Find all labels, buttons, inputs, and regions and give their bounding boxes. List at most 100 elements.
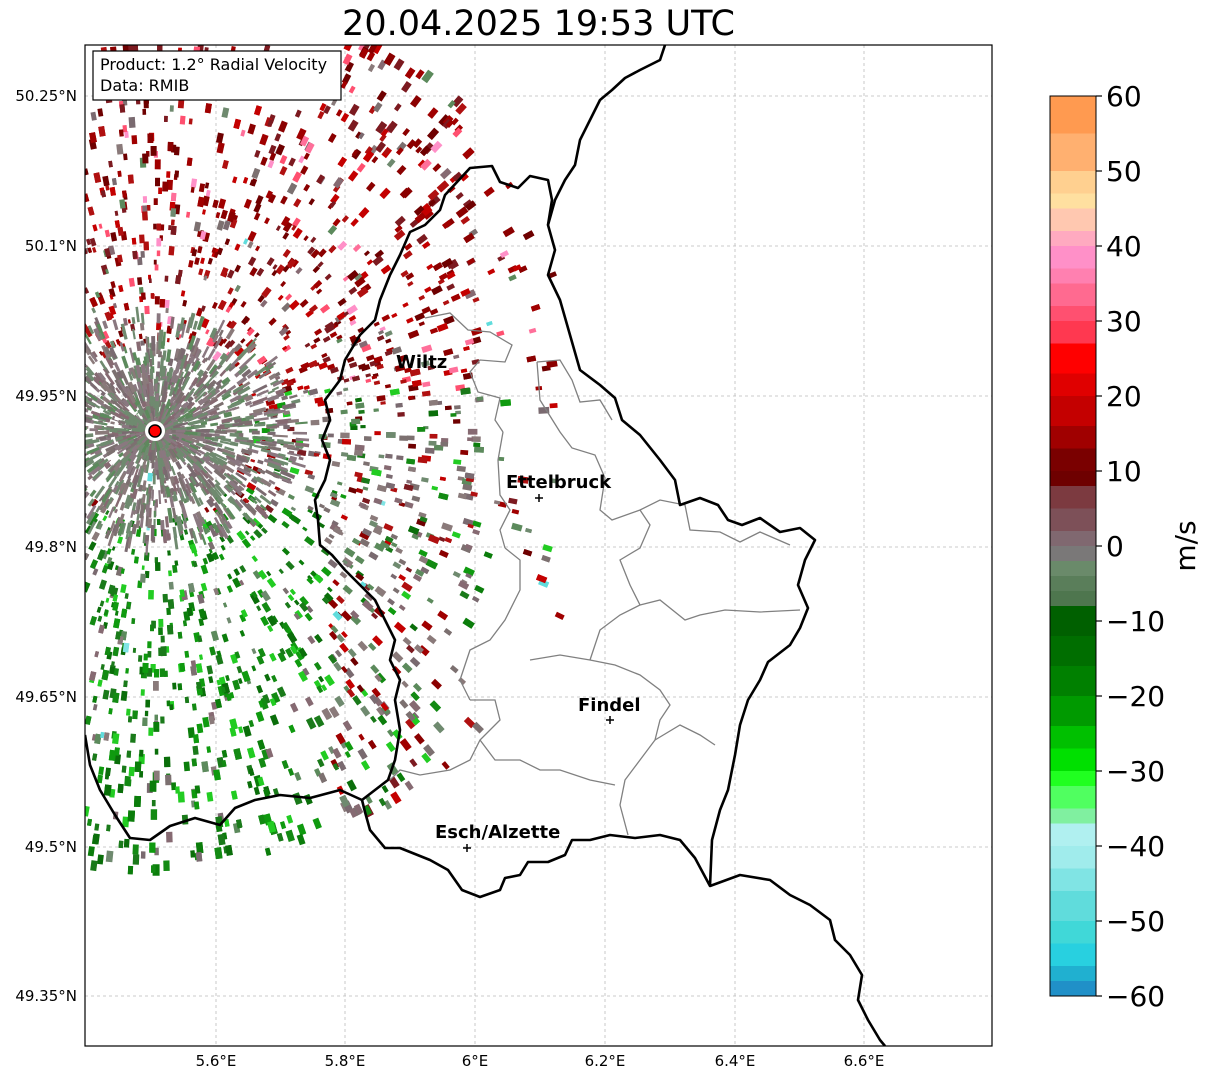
radar-echo-cell <box>137 277 143 286</box>
radar-echo-streak <box>123 346 128 354</box>
radar-echo-streak <box>125 522 132 534</box>
radar-echo-cell <box>218 198 227 210</box>
radar-echo-cell <box>383 465 392 471</box>
radar-echo-cell <box>261 527 268 534</box>
radar-echo-cell <box>500 399 512 407</box>
radar-echo-cell <box>108 458 117 466</box>
radar-echo-cell <box>358 207 370 219</box>
radar-echo-cell <box>400 270 409 278</box>
radar-echo-cell <box>144 552 150 561</box>
radar-echo-cell <box>274 375 281 381</box>
radar-echo-cell <box>441 257 454 269</box>
radar-echo-cell <box>342 720 353 732</box>
radar-echo-streak <box>272 379 285 388</box>
radar-echo-streak <box>145 460 150 474</box>
radar-echo-cell <box>156 322 162 331</box>
radar-echo-cell <box>385 338 392 344</box>
radar-echo-streak <box>139 322 145 331</box>
radar-echo-cell <box>108 312 114 319</box>
radar-echo-cell <box>131 548 136 555</box>
radar-echo-streak <box>191 344 198 356</box>
radar-echo-cell <box>259 133 269 146</box>
radar-echo-cell <box>247 230 257 242</box>
radar-echo-cell <box>394 364 406 373</box>
radar-echo-cell <box>98 766 105 776</box>
radar-echo-cell <box>373 355 384 364</box>
radar-echo-streak <box>209 397 219 406</box>
radar-echo-streak <box>113 459 122 467</box>
radar-echo-streak <box>167 507 174 523</box>
radar-echo-cell <box>281 520 290 529</box>
radar-echo-cell <box>302 667 310 676</box>
radar-echo-cell <box>402 128 410 137</box>
radar-echo-cell <box>163 756 171 768</box>
radar-echo-streak <box>191 491 202 507</box>
radar-echo-streak <box>191 377 199 387</box>
radar-echo-cell <box>127 810 136 822</box>
radar-echo-cell <box>94 651 100 658</box>
radar-echo-cell <box>384 349 393 357</box>
radar-echo-cell <box>336 633 345 643</box>
lat-tick: 50.1°N <box>25 237 77 255</box>
radar-echo-streak <box>279 469 296 480</box>
radar-echo-cell <box>460 288 471 297</box>
radar-echo-cell <box>305 696 314 707</box>
radar-echo-cell <box>177 683 183 691</box>
radar-echo-cell <box>377 714 388 726</box>
radar-echo-cell <box>414 644 424 654</box>
radar-echo-cell <box>264 847 272 856</box>
radar-echo-streak <box>145 363 150 375</box>
radar-echo-cell <box>121 407 127 412</box>
radar-echo-streak <box>125 477 132 486</box>
radar-echo-cell <box>294 599 300 606</box>
radar-echo-cell <box>162 593 169 603</box>
radar-echo-cell <box>345 678 355 690</box>
radar-echo-streak <box>241 368 252 379</box>
radar-echo-streak <box>107 532 115 547</box>
radar-echo-cell <box>451 117 459 126</box>
radar-echo-cell <box>459 590 470 600</box>
info-box: Product: 1.2° Radial Velocity Data: RMIB <box>92 50 342 101</box>
radar-echo-cell <box>128 481 133 488</box>
radar-echo-streak <box>162 331 166 346</box>
radar-echo-streak <box>109 358 115 366</box>
radar-echo-streak <box>142 446 150 460</box>
radar-echo-streak <box>244 395 254 402</box>
radar-echo-streak <box>104 372 115 386</box>
radar-echo-cell <box>424 286 432 293</box>
radar-echo-cell <box>124 131 129 138</box>
radar-echo-streak <box>171 507 177 519</box>
radar-echo-streak <box>90 352 98 363</box>
radar-echo-cell <box>421 752 432 764</box>
radar-echo-streak <box>85 425 89 429</box>
radar-echo-streak <box>272 434 288 438</box>
radar-echo-cell <box>347 269 359 281</box>
radar-echo-cell <box>97 549 106 559</box>
radar-echo-cell <box>156 519 161 526</box>
radar-echo-cell <box>207 535 213 543</box>
radar-echo-cell <box>405 272 415 281</box>
radar-echo-streak <box>137 443 145 452</box>
radar-echo-streak <box>156 469 161 480</box>
radar-echo-cell <box>331 520 339 527</box>
radar-echo-cell <box>467 258 475 265</box>
radar-echo-streak <box>145 352 149 364</box>
radar-echo-cell <box>299 595 309 606</box>
radar-echo-cell <box>202 209 206 215</box>
radar-echo-cell <box>198 183 206 193</box>
radar-echo-cell <box>508 274 517 282</box>
radar-echo-cell <box>467 523 474 529</box>
radar-echo-cell <box>191 703 197 711</box>
radar-echo-cell <box>154 847 159 856</box>
radar-echo-cell <box>180 290 186 297</box>
radar-echo-cell <box>116 370 125 380</box>
radar-echo-cell <box>295 109 302 118</box>
radar-echo-cell <box>232 577 242 588</box>
radar-echo-cell <box>89 671 97 682</box>
radar-echo-cell <box>221 749 228 758</box>
radar-echo-streak <box>115 516 122 527</box>
radar-echo-cell <box>333 177 344 189</box>
radar-echo-cell <box>177 98 185 109</box>
radar-echo-streak <box>245 502 257 515</box>
radar-echo-cell <box>138 333 143 340</box>
